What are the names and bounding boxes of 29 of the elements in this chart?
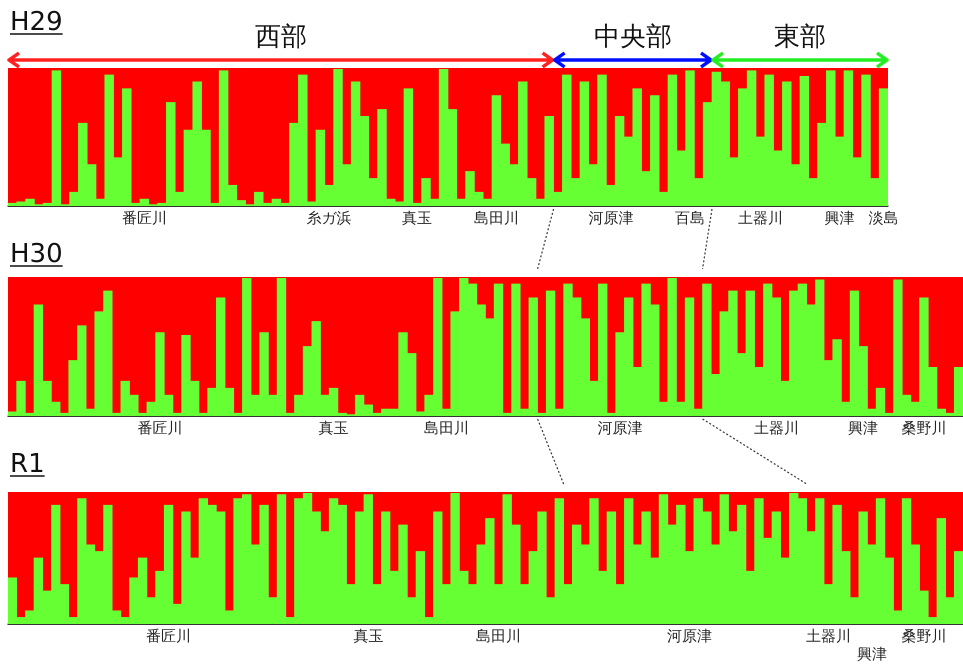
x-tick-label: 土器川 (806, 626, 851, 645)
x-tick-label: 淡島 (868, 208, 899, 227)
x-tick-label: 土器川 (754, 418, 799, 437)
x-tick-label: 興津 (856, 644, 887, 663)
x-tick-label: 真玉 (402, 208, 432, 227)
x-tick-label: 番匠川 (137, 418, 182, 437)
chart-title: H29 (10, 7, 63, 37)
x-tick-label: 真玉 (318, 418, 349, 437)
x-tick-label: 桑野川 (901, 418, 946, 437)
x-tick-label: 糸ガ浜 (306, 208, 352, 227)
x-tick-label: 河原津 (667, 626, 712, 645)
x-tick-label: 島田川 (474, 208, 519, 227)
chart-title: H30 (10, 239, 63, 269)
x-tick-label: 土器川 (738, 208, 783, 227)
x-tick-label: 桑野川 (901, 626, 946, 645)
x-tick-label: 島田川 (424, 418, 469, 437)
x-tick-label: 河原津 (598, 418, 643, 437)
x-tick-label: 番匠川 (122, 208, 167, 227)
x-tick-label: 興津 (848, 418, 878, 437)
chart-title: R1 (10, 449, 45, 479)
x-tick-label: 番匠川 (146, 626, 192, 645)
text: 中央部 (594, 22, 672, 52)
x-tick-label: 島田川 (476, 626, 522, 645)
x-tick-label: 河原津 (588, 208, 634, 227)
x-tick-label: 興津 (824, 208, 855, 227)
text: 東部 (774, 22, 826, 52)
text: 西部 (254, 22, 307, 52)
x-tick-label: 真玉 (353, 626, 384, 645)
x-tick-label: 百島 (675, 208, 705, 227)
